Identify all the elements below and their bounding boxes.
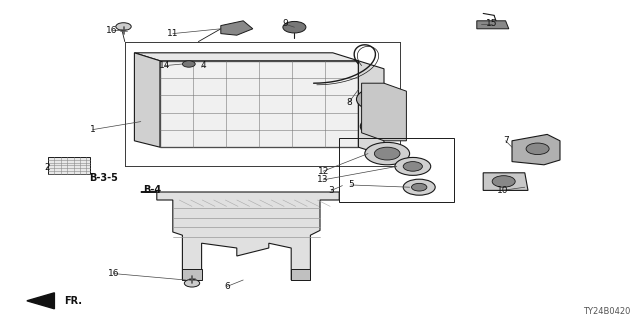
- Text: B-4: B-4: [143, 185, 161, 196]
- Text: FR.: FR.: [64, 296, 82, 306]
- Polygon shape: [160, 95, 193, 113]
- Text: 13: 13: [317, 175, 329, 184]
- Polygon shape: [291, 269, 310, 280]
- Circle shape: [283, 21, 306, 33]
- Text: 16: 16: [106, 26, 118, 35]
- Polygon shape: [358, 61, 384, 155]
- Circle shape: [365, 142, 410, 165]
- Polygon shape: [512, 134, 560, 165]
- Circle shape: [369, 121, 392, 132]
- Polygon shape: [221, 21, 253, 35]
- Text: 2: 2: [44, 164, 49, 172]
- Circle shape: [403, 179, 435, 195]
- Polygon shape: [362, 83, 406, 141]
- Circle shape: [395, 157, 431, 175]
- Polygon shape: [193, 113, 226, 130]
- Text: B-3-5: B-3-5: [89, 172, 118, 183]
- Polygon shape: [160, 130, 193, 147]
- Polygon shape: [226, 95, 259, 113]
- Polygon shape: [477, 21, 509, 29]
- Text: 4: 4: [201, 61, 206, 70]
- Text: 5: 5: [348, 180, 353, 189]
- Polygon shape: [325, 113, 358, 130]
- Circle shape: [182, 61, 195, 67]
- Circle shape: [360, 116, 401, 137]
- Text: 9: 9: [282, 20, 287, 28]
- Polygon shape: [160, 61, 358, 147]
- Polygon shape: [292, 130, 325, 147]
- Circle shape: [412, 183, 427, 191]
- Polygon shape: [226, 61, 259, 78]
- Polygon shape: [325, 78, 358, 95]
- Text: 1: 1: [90, 125, 95, 134]
- Text: 11: 11: [167, 29, 179, 38]
- Text: 7: 7: [503, 136, 508, 145]
- Text: 15: 15: [486, 20, 497, 28]
- Polygon shape: [134, 53, 358, 61]
- Text: 8: 8: [346, 98, 351, 107]
- Text: TY24B0420: TY24B0420: [583, 308, 630, 316]
- Polygon shape: [182, 269, 202, 280]
- Circle shape: [526, 143, 549, 155]
- Circle shape: [492, 176, 515, 187]
- Polygon shape: [292, 95, 325, 113]
- Polygon shape: [292, 61, 325, 78]
- Polygon shape: [193, 78, 226, 95]
- Polygon shape: [160, 61, 193, 78]
- Text: 3: 3: [329, 186, 334, 195]
- Text: 6: 6: [225, 282, 230, 291]
- Polygon shape: [48, 157, 90, 174]
- Circle shape: [356, 87, 405, 111]
- Polygon shape: [27, 293, 54, 309]
- Text: 14: 14: [159, 61, 171, 70]
- Polygon shape: [259, 113, 292, 130]
- Circle shape: [374, 147, 400, 160]
- Text: 16: 16: [108, 269, 120, 278]
- Bar: [202, 61, 216, 67]
- Polygon shape: [134, 53, 160, 147]
- Circle shape: [184, 279, 200, 287]
- Polygon shape: [483, 173, 528, 190]
- Text: 10: 10: [497, 186, 508, 195]
- Polygon shape: [259, 78, 292, 95]
- Polygon shape: [226, 130, 259, 147]
- Polygon shape: [141, 192, 339, 280]
- Circle shape: [367, 92, 395, 106]
- Circle shape: [116, 23, 131, 30]
- Circle shape: [403, 162, 422, 171]
- Text: 12: 12: [317, 167, 329, 176]
